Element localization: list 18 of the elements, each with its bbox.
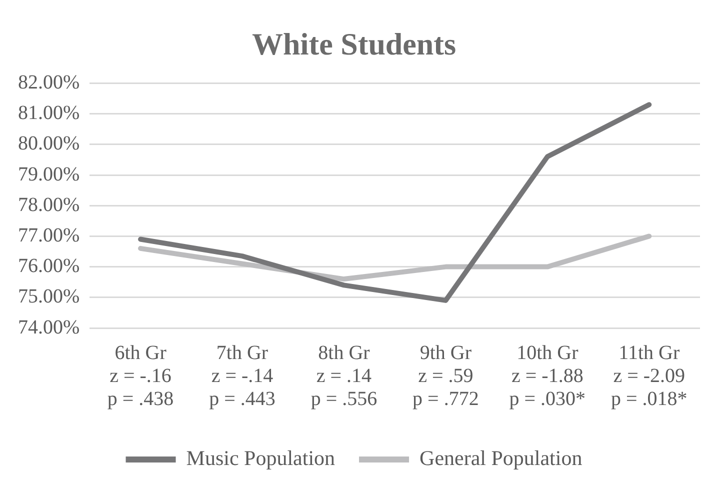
x-tick-label: 6th Gr z = -.16 p = .438 [107,342,174,410]
y-tick-label: 79.00% [18,163,80,186]
y-tick-label: 76.00% [18,255,80,278]
legend-label: Music Population [186,446,336,470]
x-tick-label: 10th Gr z = -1.88 p = .030* [509,342,586,410]
y-tick-label: 81.00% [18,102,80,124]
x-tick-label: 7th Gr z = -.14 p = .443 [209,342,276,410]
x-tick-label: 8th Gr z = .14 p = .556 [310,342,378,410]
x-tick-label: 9th Gr z = .59 p = .772 [412,342,479,410]
y-tick-label: 74.00% [18,316,80,338]
y-tick-label: 75.00% [18,286,80,308]
x-tick-label: 11th Gr z = -2.09 p = .018* [611,342,688,410]
y-tick-label: 78.00% [18,194,80,216]
y-tick-label: 82.00% [18,71,80,94]
y-tick-label: 80.00% [18,132,80,155]
y-tick-label: 77.00% [18,224,80,246]
chart-title: White Students [252,26,456,62]
legend-label: General Population [420,446,583,470]
